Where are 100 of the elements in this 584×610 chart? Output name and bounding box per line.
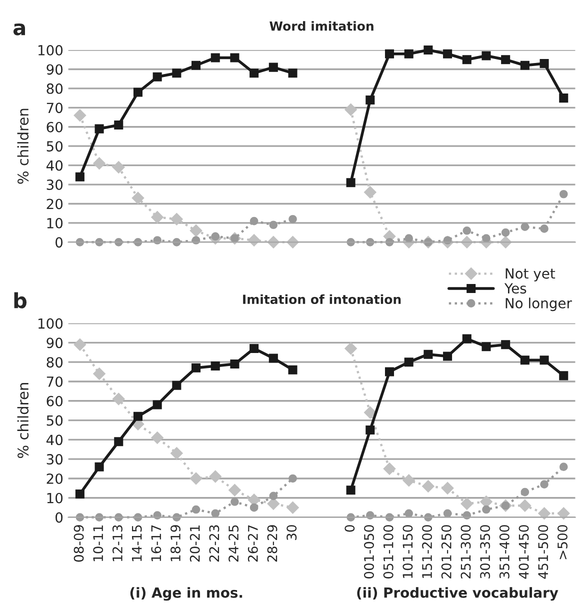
point (114, 120, 124, 130)
point (364, 186, 376, 198)
y-axis-title: % children (17, 108, 29, 184)
y-tick-label: 100 (38, 44, 63, 56)
x-tick-label: 18-19 (170, 525, 181, 562)
point (443, 352, 452, 361)
point (269, 492, 278, 500)
x-tick-label: 20-21 (190, 525, 200, 562)
y-tick-label: 40 (46, 434, 63, 446)
point (250, 68, 259, 78)
point (346, 178, 356, 188)
x-tick-label: 301-350 (480, 525, 490, 578)
point (344, 342, 357, 355)
point (75, 489, 84, 499)
y-tick-label: 40 (46, 160, 63, 171)
point (540, 480, 548, 488)
legend-label: Not yet (506, 268, 556, 282)
point (250, 503, 258, 512)
point (384, 49, 394, 58)
point (151, 211, 164, 224)
x-tick-label: 14-15 (132, 525, 142, 562)
point (288, 365, 298, 374)
x-tick-label: 10-11 (93, 525, 104, 562)
point (520, 488, 530, 496)
point (384, 367, 394, 376)
point (559, 371, 568, 380)
y-tick-label: 60 (46, 396, 63, 406)
point (482, 505, 490, 514)
point (404, 358, 414, 367)
point (520, 356, 530, 365)
x-tick-label: 451-500 (538, 525, 548, 579)
point (422, 480, 434, 492)
point (74, 338, 86, 351)
point (268, 62, 278, 72)
y-tick-label: 90 (46, 64, 63, 75)
y-tick-label: 70 (46, 102, 63, 114)
point (540, 224, 548, 233)
point (192, 363, 201, 372)
legend-label: No longer (506, 298, 572, 312)
y-tick-label: 20 (46, 473, 63, 484)
y-tick-label: 80 (46, 357, 63, 368)
point (228, 484, 241, 496)
point (404, 234, 414, 242)
point (501, 340, 510, 350)
point (152, 400, 162, 410)
point (209, 470, 222, 483)
point (230, 498, 239, 506)
point (172, 380, 182, 390)
y-tick-label: 10 (47, 218, 63, 228)
point (152, 72, 162, 82)
point (288, 214, 297, 224)
point (424, 46, 433, 55)
point (404, 49, 414, 58)
point (93, 368, 106, 380)
point (75, 172, 84, 182)
y-tick-label: 70 (46, 376, 63, 387)
point (383, 462, 396, 475)
y-tick-label: 0 (56, 237, 63, 248)
point (520, 222, 530, 231)
point (112, 161, 125, 174)
y-tick-label: 50 (46, 415, 63, 426)
x-tick-label: 28-29 (267, 525, 278, 562)
point (501, 228, 510, 237)
x-tick-label: 251-300 (460, 525, 471, 578)
point (538, 507, 550, 520)
x-tick-label: 22-23 (209, 525, 220, 562)
point (250, 216, 258, 226)
point (288, 68, 298, 78)
point (482, 342, 491, 352)
point (366, 95, 375, 104)
point (112, 392, 125, 406)
y-tick-label: 30 (46, 454, 63, 465)
point (344, 103, 357, 116)
point (540, 356, 549, 365)
point (133, 412, 142, 421)
y-tick-label: 0 (56, 512, 63, 523)
point (211, 509, 220, 518)
x-tick-label: >500 (557, 525, 568, 560)
x-tick-label: 0 (344, 525, 355, 532)
x-tick-label: 16-17 (151, 525, 162, 562)
point (404, 509, 414, 518)
chart-title: Word imitation (270, 21, 374, 31)
text: a (13, 23, 25, 36)
point (94, 462, 104, 472)
point (250, 344, 259, 354)
x-tick-label: 30 (286, 525, 297, 540)
x-tick-label: 151-200 (422, 525, 432, 578)
y-tick-label: 30 (46, 179, 63, 190)
y-tick-label: 20 (46, 198, 63, 210)
point (559, 94, 568, 103)
point (132, 192, 144, 204)
point (74, 109, 86, 122)
y-tick-label: 10 (47, 492, 63, 504)
point (482, 234, 490, 242)
point (441, 482, 454, 494)
point (230, 360, 240, 369)
point (210, 361, 220, 370)
x-tick-label: 201-250 (441, 525, 452, 578)
y-tick-label: 50 (46, 141, 63, 152)
point (518, 500, 532, 512)
